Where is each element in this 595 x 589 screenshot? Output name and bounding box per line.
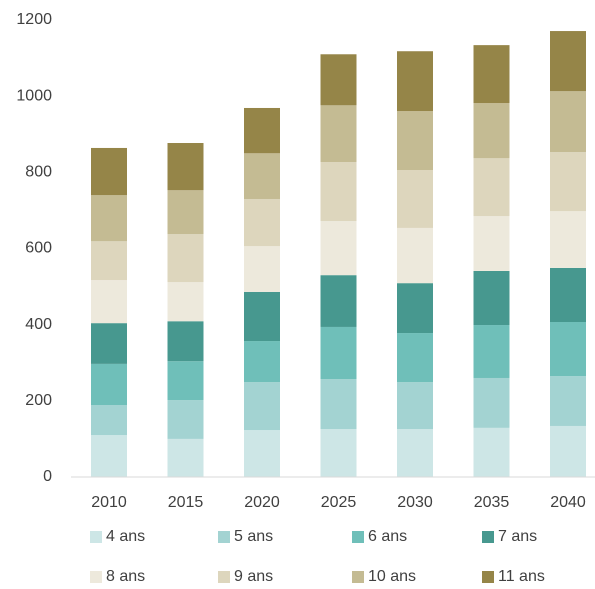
legend-swatch (218, 531, 230, 543)
bar-segment (320, 221, 357, 276)
bar-segment (473, 45, 510, 104)
bar-segment (320, 379, 357, 430)
legend-swatch (352, 571, 364, 583)
bar-segment (473, 270, 510, 326)
legend-swatch (90, 571, 102, 583)
x-tick-label: 2025 (321, 494, 357, 511)
bar-segment (91, 323, 127, 364)
bar-segment (244, 198, 280, 247)
legend-swatch (218, 571, 230, 583)
y-tick-label: 200 (25, 392, 52, 409)
bar-segment (320, 162, 357, 222)
bar-segment (167, 234, 204, 283)
bar-segment (550, 376, 586, 426)
bar-segment (167, 361, 204, 401)
legend-label: 11 ans (498, 568, 545, 584)
bar-segment (320, 54, 357, 106)
y-tick-label: 800 (25, 164, 52, 181)
bar-segment (91, 280, 127, 324)
bar-segment (473, 216, 510, 271)
x-tick-label: 2040 (550, 494, 586, 511)
y-tick-label: 1000 (16, 87, 52, 104)
bar-segment (397, 170, 433, 228)
y-tick-label: 600 (25, 240, 52, 257)
bar-segment (397, 429, 433, 477)
legend-swatch (482, 531, 494, 543)
bar-segment (244, 341, 280, 383)
legend-label: 9 ans (234, 568, 273, 584)
bar-segment (244, 153, 280, 199)
bar-segment (473, 103, 510, 159)
bar-segment (550, 91, 586, 153)
bar-segment (473, 325, 510, 378)
legend-label: 6 ans (368, 528, 407, 545)
bar-segment (91, 195, 127, 242)
bar-segment (473, 427, 510, 477)
bar-segment (167, 321, 204, 362)
bar-segment (397, 111, 433, 171)
bar-segment (91, 435, 127, 477)
legend-label: 7 ans (498, 528, 537, 545)
legend-label: 8 ans (106, 568, 145, 584)
bar-segment (320, 429, 357, 477)
bar-segment (167, 143, 204, 191)
bar-segment (397, 283, 433, 334)
x-tick-label: 2015 (168, 494, 204, 511)
bar-segment (91, 405, 127, 436)
bar-segment (550, 322, 586, 377)
y-tick-label: 0 (43, 468, 52, 485)
bar-segment (244, 107, 280, 154)
bar-segment (167, 438, 204, 477)
bar-segment (167, 282, 204, 322)
bar-segment (320, 275, 357, 327)
bar-segment (91, 147, 127, 196)
legend-label: 10 ans (368, 568, 416, 584)
legend-swatch (352, 531, 364, 543)
bar-segment (473, 377, 510, 428)
bar-segment (244, 291, 280, 342)
bar-segment (473, 158, 510, 217)
bar-segment (550, 152, 586, 212)
bar-segment (397, 333, 433, 383)
legend-label: 4 ans (106, 528, 145, 545)
bar-segment (91, 241, 127, 281)
x-tick-label: 2020 (244, 494, 280, 511)
bar-segment (167, 190, 204, 235)
bar-segment (244, 430, 280, 477)
legend-label: 5 ans (234, 528, 273, 545)
x-tick-label: 2035 (474, 494, 510, 511)
bar-segment (397, 227, 433, 284)
bar-segment (550, 31, 586, 92)
y-tick-label: 1200 (16, 11, 52, 28)
bar-segment (91, 363, 127, 406)
x-tick-label: 2010 (91, 494, 127, 511)
bar-segment (244, 246, 280, 292)
bar-segment (320, 326, 357, 380)
bar-segment (244, 382, 280, 431)
y-tick-label: 400 (25, 316, 52, 333)
bar-segment (550, 211, 586, 268)
bar-segment (550, 267, 586, 323)
bar-segment (320, 105, 357, 163)
bar-segment (550, 425, 586, 477)
x-tick-label: 2030 (397, 494, 433, 511)
legend-swatch (90, 531, 102, 543)
bar-segment (167, 400, 204, 439)
bar-segment (397, 51, 433, 112)
bar-segment (397, 382, 433, 430)
legend-swatch (482, 571, 494, 583)
